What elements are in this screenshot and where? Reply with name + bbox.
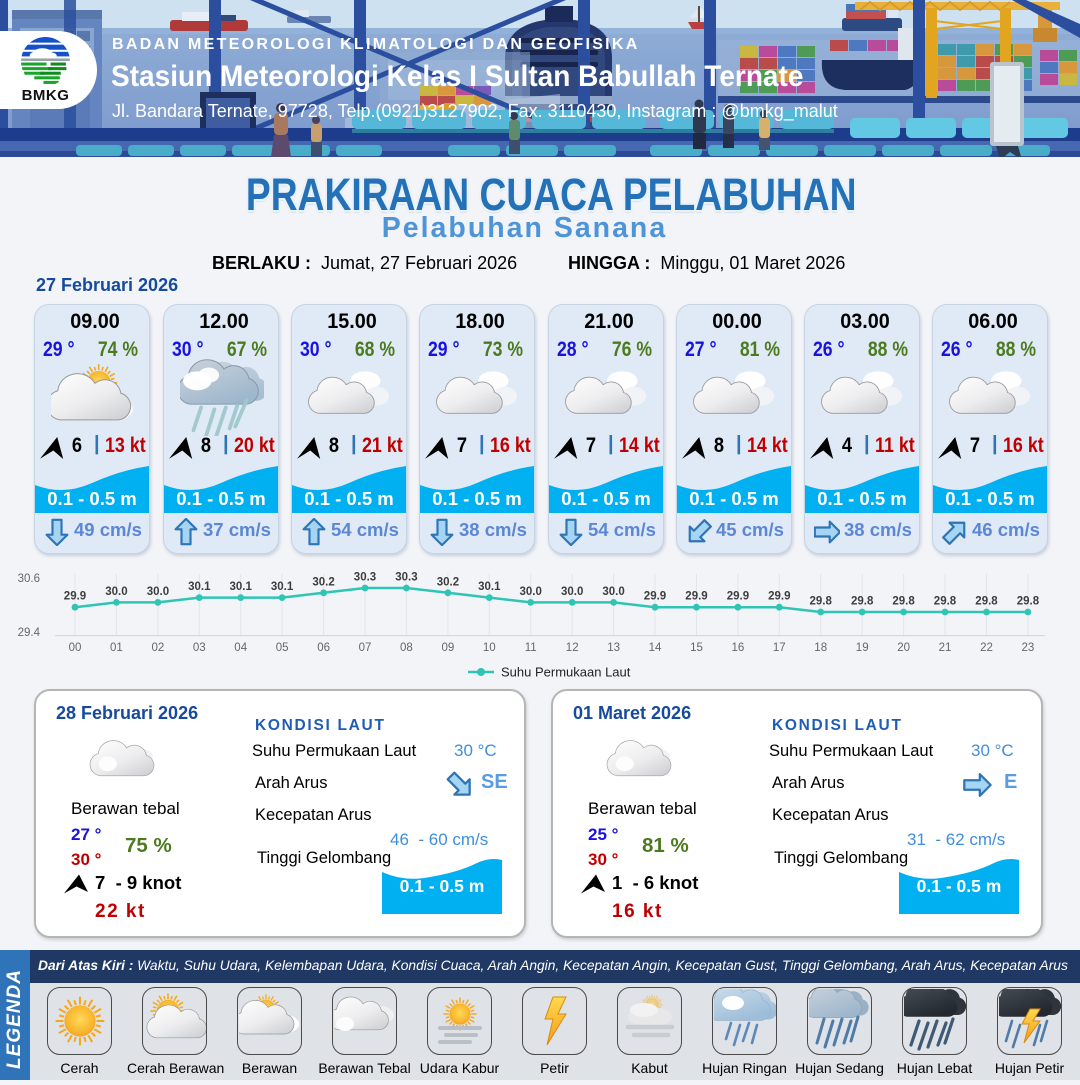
svg-text:30.1: 30.1 — [478, 581, 501, 593]
svg-text:02: 02 — [152, 642, 165, 654]
svg-text:29.9: 29.9 — [768, 591, 790, 603]
svg-text:14: 14 — [649, 642, 662, 654]
svg-text:29.9: 29.9 — [727, 591, 749, 603]
svg-text:29.8: 29.8 — [892, 596, 915, 608]
svg-text:23: 23 — [1022, 642, 1035, 654]
svg-text:09: 09 — [442, 642, 455, 654]
svg-text:15: 15 — [690, 642, 703, 654]
svg-text:30.0: 30.0 — [105, 586, 127, 598]
svg-text:06: 06 — [317, 642, 330, 654]
svg-text:20: 20 — [897, 642, 910, 654]
svg-text:30.2: 30.2 — [437, 576, 459, 588]
svg-text:03: 03 — [193, 642, 206, 654]
svg-text:21: 21 — [939, 642, 952, 654]
svg-text:Suhu Permukaan Laut: Suhu Permukaan Laut — [501, 665, 631, 680]
svg-text:30.3: 30.3 — [395, 572, 417, 584]
svg-text:05: 05 — [276, 642, 289, 654]
svg-text:30.2: 30.2 — [312, 576, 334, 588]
svg-text:30.1: 30.1 — [271, 581, 294, 593]
svg-text:16: 16 — [732, 642, 745, 654]
svg-text:18: 18 — [814, 642, 827, 654]
svg-text:22: 22 — [980, 642, 993, 654]
svg-text:00: 00 — [69, 642, 82, 654]
svg-text:30.0: 30.0 — [602, 586, 624, 598]
svg-text:30.0: 30.0 — [561, 586, 583, 598]
svg-text:30.1: 30.1 — [188, 581, 211, 593]
svg-text:30.6: 30.6 — [18, 573, 40, 585]
svg-text:29.8: 29.8 — [975, 596, 998, 608]
svg-text:13: 13 — [607, 642, 620, 654]
svg-text:19: 19 — [856, 642, 869, 654]
svg-text:30.0: 30.0 — [520, 586, 542, 598]
svg-text:08: 08 — [400, 642, 413, 654]
svg-text:30.0: 30.0 — [147, 586, 169, 598]
svg-text:12: 12 — [566, 642, 579, 654]
svg-text:29.8: 29.8 — [851, 596, 874, 608]
svg-text:30.3: 30.3 — [354, 572, 376, 584]
svg-text:10: 10 — [483, 642, 496, 654]
svg-text:01: 01 — [110, 642, 123, 654]
svg-text:29.8: 29.8 — [934, 596, 957, 608]
svg-text:11: 11 — [525, 642, 537, 654]
svg-text:17: 17 — [773, 642, 786, 654]
svg-text:30.1: 30.1 — [230, 581, 253, 593]
svg-text:29.8: 29.8 — [810, 596, 833, 608]
svg-text:29.9: 29.9 — [644, 591, 666, 603]
svg-text:29.8: 29.8 — [1017, 596, 1040, 608]
svg-text:07: 07 — [359, 642, 372, 654]
svg-text:29.9: 29.9 — [685, 591, 707, 603]
svg-text:29.4: 29.4 — [18, 627, 41, 639]
svg-text:29.9: 29.9 — [64, 591, 86, 603]
svg-text:04: 04 — [234, 642, 247, 654]
